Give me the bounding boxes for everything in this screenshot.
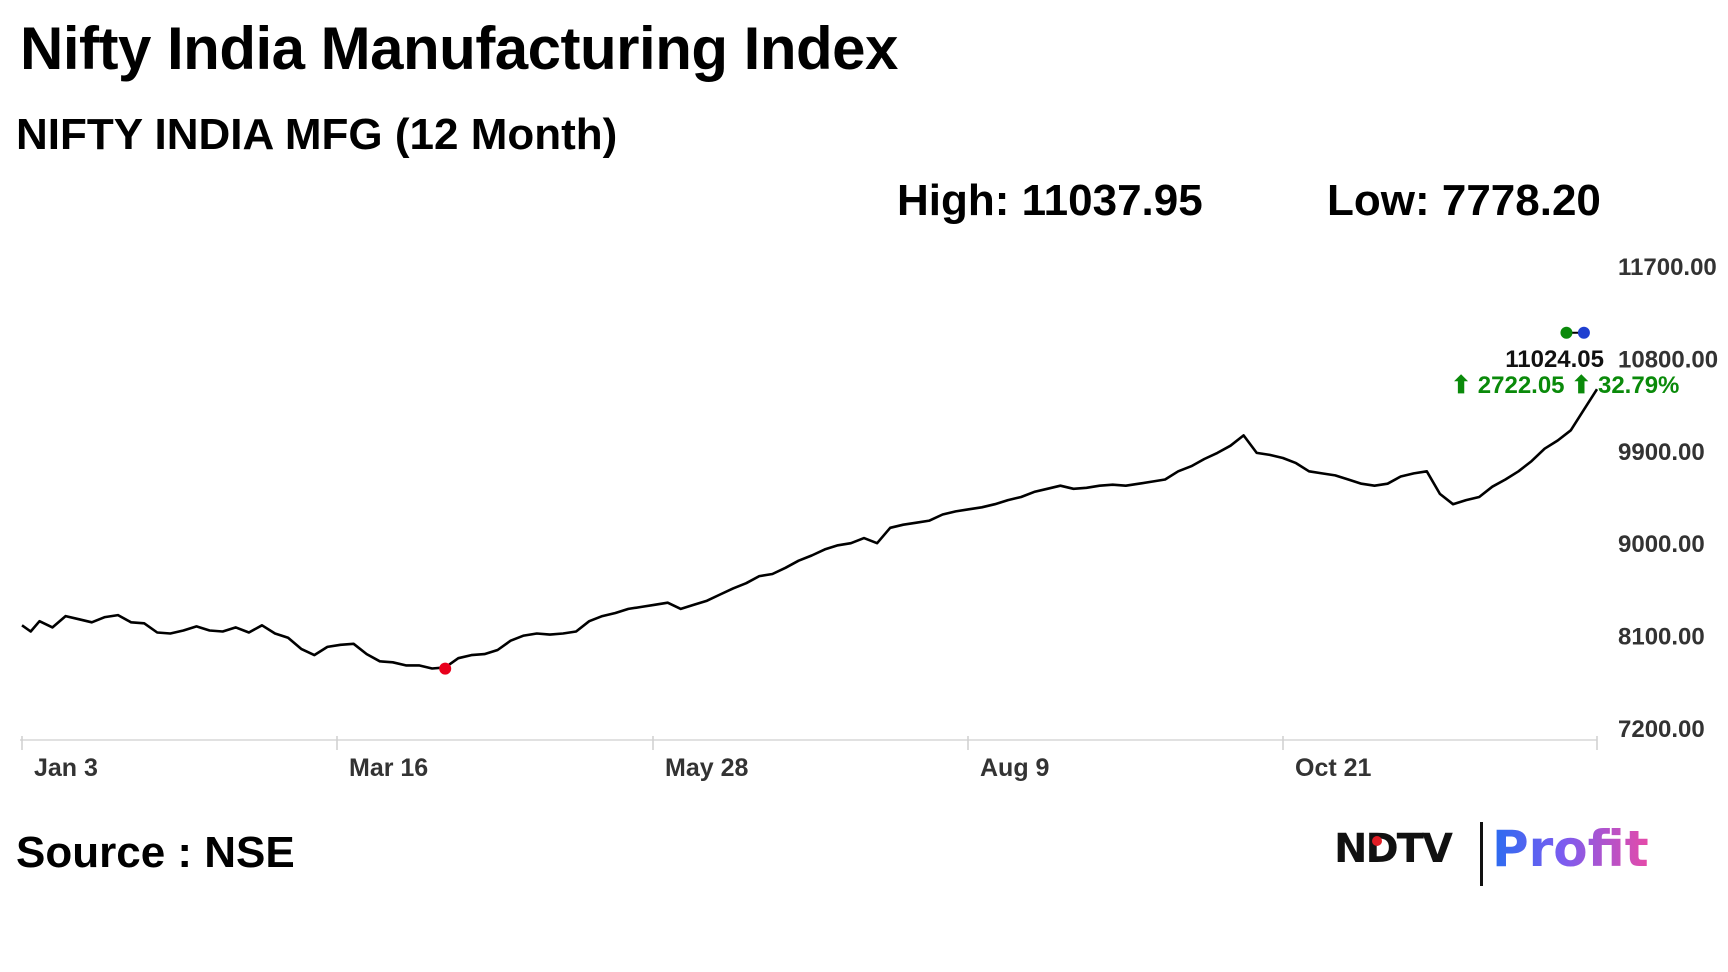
source-label: Source : NSE <box>16 828 295 877</box>
x-tick-label: Mar 16 <box>349 754 428 782</box>
y-tick-label: 8100.00 <box>1618 624 1705 651</box>
series-line <box>21 388 1599 670</box>
end-marker-blue <box>1577 326 1590 339</box>
low-point-marker <box>439 662 452 675</box>
brand-red-dot <box>1372 836 1382 846</box>
low-stat: Low: 7778.20 <box>1327 176 1601 225</box>
ndtv-profit-logo: NDTV Profit <box>1334 818 1649 890</box>
brand-ndtv-wordmark: NDTV <box>1334 826 1453 872</box>
chart-title: Nifty India Manufacturing Index <box>20 15 898 82</box>
x-tick-label: May 28 <box>665 754 748 782</box>
end-marker-green <box>1560 326 1573 339</box>
chart-subtitle: NIFTY INDIA MFG (12 Month) <box>16 110 618 159</box>
y-tick-label: 10800.00 <box>1618 346 1718 373</box>
x-tick-label: Aug 9 <box>980 754 1049 782</box>
x-tick-label: Oct 21 <box>1295 754 1372 782</box>
y-tick-label: 7200.00 <box>1618 716 1705 743</box>
last-value-label: 11024.05 <box>1505 346 1604 373</box>
line-chart: 11700.00 10800.00 9900.00 9000.00 8100.00 720… <box>20 254 1718 782</box>
y-tick-label: 9900.00 <box>1618 439 1705 466</box>
brand-separator <box>1480 822 1483 886</box>
y-tick-label: 9000.00 <box>1618 531 1705 558</box>
y-tick-label: 11700.00 <box>1618 254 1717 281</box>
change-label: ⬆ 2722.05 ⬆ 32.79% <box>1451 372 1679 399</box>
high-stat: High: 11037.95 <box>897 176 1203 225</box>
x-tick-label: Jan 3 <box>34 754 98 782</box>
brand-profit-wordmark: Profit <box>1492 820 1649 878</box>
